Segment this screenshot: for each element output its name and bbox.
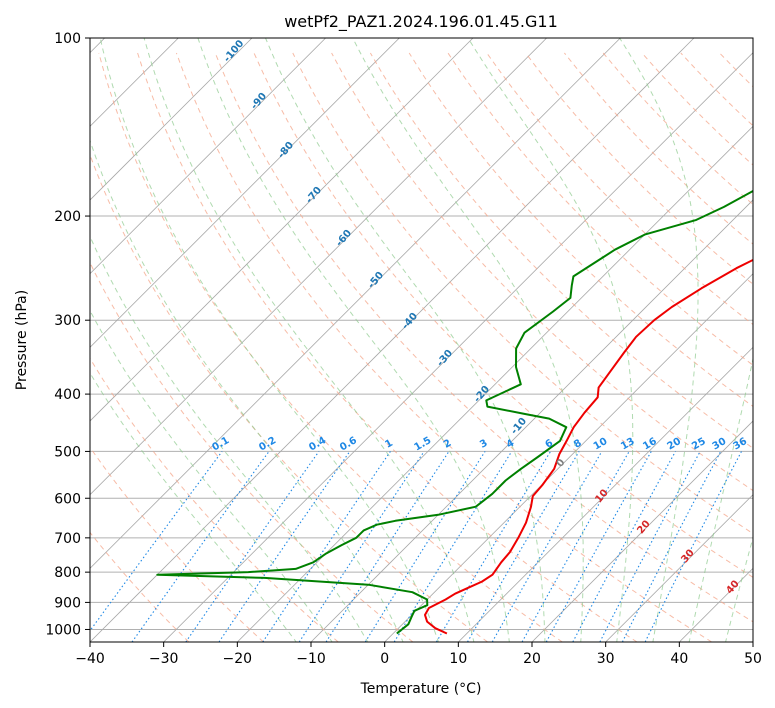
x-tick-label: 20 [523,651,541,667]
moist-adiabat-line [90,235,369,642]
mixing-ratio-label: 2 [442,438,454,451]
moist-adiabat-line [467,38,634,642]
y-tick-label: 900 [54,595,81,611]
mixing-ratio-line [545,451,652,642]
mixing-ratio-line [218,451,351,642]
y-tick-label: 500 [54,444,81,460]
moist-adiabat-line [90,139,404,642]
isotherm-line [90,38,253,201]
plot-frame [89,37,754,643]
moist-adiabat-line [265,38,546,642]
y-tick-label: 200 [54,209,81,225]
isotherm-line [90,38,474,422]
y-tick-label: 100 [54,31,81,47]
mixing-ratio-label: 8 [572,438,584,451]
dry-adiabat-line [90,153,488,642]
y-tick-label: 300 [54,313,81,329]
isotherm-line [90,38,400,348]
isotherm-line [531,420,753,642]
mixing-ratio-line [90,451,223,632]
mixing-ratio-line [298,451,425,642]
dewpoint-profile-line [156,189,753,635]
moist-adiabat-line [143,38,475,642]
mixing-ratio-line [644,451,742,642]
mixing-ratio-line [131,451,270,642]
mixing-ratio-line [325,451,450,642]
series-layer [156,189,753,635]
isotherm-line [90,38,695,642]
dry-adiabat-line [369,52,753,449]
moist-adiabat-line [90,372,297,642]
dry-adiabat-line [90,357,339,642]
mixing-ratio-label: 1 [383,438,395,451]
x-tick-label: −10 [296,651,326,667]
mixing-ratio-line [572,451,676,642]
temperature-profile-line [424,258,753,635]
dry-adiabat-line [90,261,414,642]
y-axis-label: Pressure (hPa) [14,290,30,390]
x-tick-label: 30 [597,651,615,667]
mixing-ratio-label: 4 [505,438,517,451]
dry-adiabat-line [253,52,753,578]
x-axis-label: Temperature (°C) [360,681,482,697]
y-tick-label: 700 [54,531,81,547]
isotherm-line [384,273,753,642]
mixing-ratio-line [621,451,722,642]
isotherm-line [163,52,753,642]
isotherm-line [90,38,326,275]
y-tick-label: 1000 [45,622,81,638]
x-tick-label: 10 [449,651,467,667]
mixing-ratio-line [393,451,513,642]
mixing-ratio-line [521,451,630,642]
background-lines [90,38,753,642]
mixing-ratio-line [262,451,391,642]
isotherm-line [458,346,753,642]
isotherm-line [605,494,753,642]
chart-title: wetPf2_PAZ1.2024.196.01.45.G11 [284,12,558,32]
x-tick-label: −30 [149,651,179,667]
x-tick-label: 40 [670,651,688,667]
moist-adiabat-line [619,38,699,642]
y-tick-label: 400 [54,387,81,403]
x-tick-label: 0 [380,651,389,667]
y-tick-label: 800 [54,565,81,581]
x-tick-label: 50 [744,651,762,667]
isotherm-line [90,38,621,569]
moist-adiabat-line [99,38,440,642]
mixing-ratio-label: 3 [478,438,490,451]
dry-adiabat-line [292,52,753,535]
y-tick-label: 600 [54,491,81,507]
x-tick-label: −40 [75,651,105,667]
isotherm-line [90,38,547,496]
axis-ticks: −40 −30 −20 −10 0 10 20 30 40 50 100 200 300 400 500 60… [45,31,762,667]
dry-adiabat-line [408,52,753,408]
dry-adiabat-line [98,52,563,642]
mixing-ratio-line [185,451,320,642]
dry-adiabat-line [137,52,638,642]
x-tick-label: −20 [223,651,253,667]
dry-adiabat-line [214,52,753,623]
dry-adiabat-line [90,531,190,642]
mixing-ratio-label: 6 [544,438,556,451]
dry-adiabat-line [90,446,264,642]
isotherm-line [237,125,753,642]
